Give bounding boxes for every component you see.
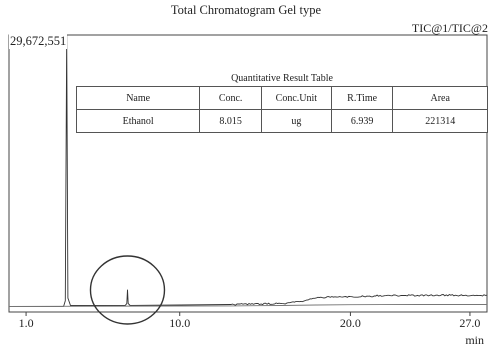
y-max-label: 29,672,551 — [9, 34, 68, 49]
col-name: Name — [75, 86, 201, 110]
trace-line-1 — [8, 304, 487, 307]
col-conc: Conc. — [199, 86, 262, 110]
col-rtime: R.Time — [330, 86, 394, 110]
plot-frame — [8, 34, 488, 313]
x-axis-unit: min — [465, 333, 484, 347]
cell-rtime: 6.939 — [330, 109, 394, 133]
col-area: Area — [392, 86, 488, 110]
cell-name: Ethanol — [75, 109, 201, 133]
x-tick-label-2: 20.0 — [339, 316, 361, 330]
highlight-circle-0 — [89, 255, 166, 325]
cell-conc-unit: ug — [260, 109, 332, 133]
chart-title: Total Chromatogram Gel type — [170, 3, 322, 17]
table-caption: Quantitative Result Table — [231, 73, 333, 84]
x-tick-label-3: 27.0 — [459, 316, 481, 330]
cell-area: 221314 — [392, 109, 488, 133]
x-tick-label-0: 1.0 — [18, 316, 34, 330]
quantitative-result-table: Name Conc. Conc.Unit R.Time Area Ethanol… — [75, 86, 488, 133]
table-header-row: Name Conc. Conc.Unit R.Time Area — [75, 86, 488, 110]
trace-label: TIC@1/TIC@2 — [411, 21, 488, 35]
cell-conc: 8.015 — [199, 109, 262, 133]
trace-line-0 — [9, 34, 488, 307]
x-tick-label-1: 10.0 — [169, 316, 191, 330]
col-conc-unit: Conc.Unit — [260, 86, 332, 110]
table-row: Ethanol 8.015 ug 6.939 221314 — [75, 109, 488, 133]
